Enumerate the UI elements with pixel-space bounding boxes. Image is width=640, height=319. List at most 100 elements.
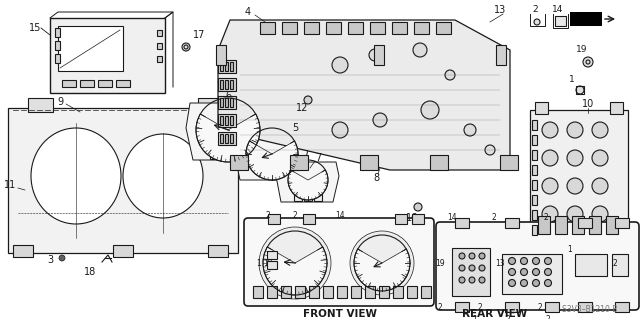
Bar <box>267 286 277 298</box>
Bar <box>309 286 319 298</box>
Circle shape <box>350 231 414 295</box>
Circle shape <box>459 277 465 283</box>
Text: 14: 14 <box>447 213 457 222</box>
Circle shape <box>520 269 527 276</box>
Bar <box>407 286 417 298</box>
Polygon shape <box>186 103 270 160</box>
Circle shape <box>479 277 485 283</box>
Bar <box>50 18 165 93</box>
Bar <box>395 214 407 224</box>
Bar <box>505 218 519 228</box>
Text: 2: 2 <box>438 303 442 313</box>
Circle shape <box>532 279 540 286</box>
Bar <box>323 286 333 298</box>
Bar <box>295 286 305 298</box>
Bar <box>348 22 363 34</box>
Bar <box>13 245 33 257</box>
Ellipse shape <box>123 134 203 218</box>
Circle shape <box>545 257 552 264</box>
Bar <box>218 114 236 127</box>
Bar <box>555 216 567 234</box>
Bar <box>392 22 407 34</box>
Bar <box>578 218 592 228</box>
Circle shape <box>59 255 65 261</box>
FancyBboxPatch shape <box>436 222 639 310</box>
Circle shape <box>509 279 515 286</box>
Bar <box>612 254 628 276</box>
Bar <box>98 80 112 87</box>
Bar <box>538 216 550 234</box>
Circle shape <box>369 49 381 61</box>
Text: FRONT VIEW: FRONT VIEW <box>303 309 377 319</box>
Bar <box>55 54 60 63</box>
Bar <box>58 26 123 71</box>
Bar <box>532 135 537 145</box>
Text: 18: 18 <box>84 267 96 277</box>
Circle shape <box>534 19 540 25</box>
Text: 11: 11 <box>4 180 16 190</box>
Bar <box>606 216 618 234</box>
Bar <box>532 180 537 190</box>
Bar <box>351 286 361 298</box>
Bar <box>430 155 448 170</box>
Bar <box>218 78 236 91</box>
Text: 14: 14 <box>335 211 345 220</box>
Circle shape <box>542 122 558 138</box>
Bar <box>157 30 162 36</box>
Text: 1: 1 <box>568 246 572 255</box>
Circle shape <box>469 265 475 271</box>
Bar <box>615 218 629 228</box>
Text: 8: 8 <box>373 173 379 183</box>
Circle shape <box>592 206 608 222</box>
Text: 10: 10 <box>582 99 594 109</box>
Circle shape <box>567 150 583 166</box>
Polygon shape <box>8 108 238 253</box>
Bar <box>225 116 228 125</box>
Bar <box>535 102 548 114</box>
Circle shape <box>445 70 455 80</box>
Bar <box>455 218 469 228</box>
Bar <box>304 194 312 201</box>
Bar <box>360 155 378 170</box>
Bar <box>253 286 263 298</box>
Circle shape <box>459 253 465 259</box>
Bar <box>532 120 537 130</box>
Polygon shape <box>288 170 328 200</box>
Circle shape <box>304 96 312 104</box>
Circle shape <box>414 203 422 211</box>
Circle shape <box>485 145 495 155</box>
Bar <box>505 302 519 312</box>
Polygon shape <box>196 114 260 162</box>
Bar <box>412 214 424 224</box>
Bar <box>267 251 277 259</box>
Text: 2: 2 <box>532 5 538 14</box>
Circle shape <box>576 86 584 94</box>
Circle shape <box>567 122 583 138</box>
Text: 17: 17 <box>193 30 205 40</box>
Bar <box>230 116 233 125</box>
Text: 15: 15 <box>29 23 41 33</box>
Text: 9: 9 <box>57 97 63 107</box>
Text: 5: 5 <box>292 123 298 133</box>
FancyBboxPatch shape <box>244 218 434 306</box>
Text: 2: 2 <box>477 303 483 313</box>
Polygon shape <box>218 20 510 170</box>
Circle shape <box>259 227 331 299</box>
Bar <box>116 80 130 87</box>
Circle shape <box>532 257 540 264</box>
Text: 2: 2 <box>546 315 550 319</box>
Circle shape <box>542 150 558 166</box>
Circle shape <box>459 265 465 271</box>
Bar <box>220 62 223 71</box>
Text: 19: 19 <box>576 46 588 55</box>
Bar <box>260 22 275 34</box>
Circle shape <box>464 124 476 136</box>
Bar <box>225 80 228 89</box>
Text: 16: 16 <box>406 213 418 223</box>
Bar <box>220 80 223 89</box>
Text: 14: 14 <box>552 5 564 14</box>
Bar <box>455 302 469 312</box>
Bar <box>532 225 537 235</box>
Bar <box>218 96 236 109</box>
Text: 12: 12 <box>263 258 273 268</box>
